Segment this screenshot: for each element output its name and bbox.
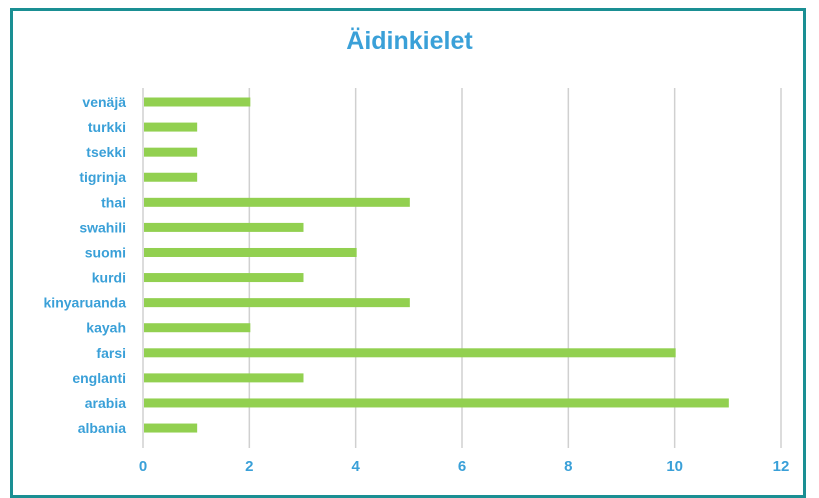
gridlines	[142, 88, 782, 448]
bar	[144, 197, 410, 207]
bar	[144, 222, 304, 232]
x-tick-label: 2	[245, 458, 253, 475]
x-tick-label: 10	[666, 458, 683, 475]
bar	[144, 172, 198, 182]
bar	[144, 298, 410, 308]
category-label: kinyaruanda	[44, 295, 127, 311]
x-axis-tick-labels: 0 2 4 6 8 10 12	[139, 458, 790, 475]
bar	[144, 247, 357, 257]
category-label: thai	[101, 194, 126, 210]
chart-title: Äidinkielet	[346, 27, 473, 55]
category-label: farsi	[96, 345, 126, 361]
category-label: venäjä	[82, 94, 126, 110]
x-tick-label: 6	[458, 458, 466, 475]
x-tick-label: 8	[564, 458, 572, 475]
category-label: albania	[78, 420, 126, 436]
category-label: kayah	[86, 320, 126, 336]
x-tick-label: 0	[139, 458, 147, 475]
category-label: turkki	[88, 119, 126, 135]
category-label: englanti	[72, 370, 126, 386]
category-labels: venäjä turkki tsekki tigrinja thai swahili suo…	[44, 94, 127, 436]
bar-chart: venäjä turkki tsekki tigrinja thai swahili suo…	[44, 88, 790, 475]
bar	[144, 323, 251, 333]
bars	[144, 97, 729, 433]
bar	[144, 398, 729, 408]
bar	[144, 273, 304, 283]
category-label: tigrinja	[79, 169, 126, 185]
category-label: tsekki	[86, 144, 126, 160]
bar	[144, 348, 676, 358]
category-label: swahili	[79, 219, 126, 235]
x-tick-label: 4	[351, 458, 360, 475]
bar	[144, 423, 198, 433]
category-label: kurdi	[92, 270, 126, 286]
bar	[144, 373, 304, 383]
bar	[144, 122, 198, 132]
category-label: suomi	[85, 244, 126, 260]
bar	[144, 147, 198, 157]
bar	[144, 97, 251, 107]
category-label: arabia	[85, 395, 126, 411]
x-tick-label: 12	[773, 458, 790, 475]
